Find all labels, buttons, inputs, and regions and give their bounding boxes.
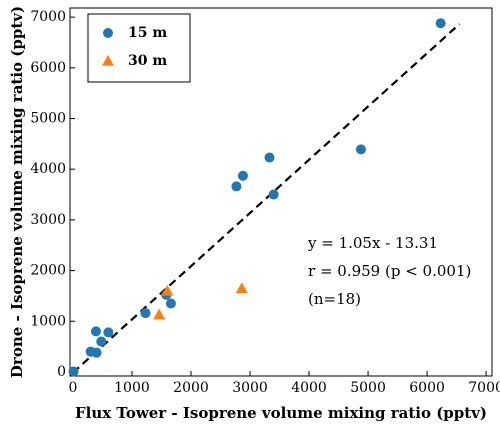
y-tick-label: 1000: [30, 313, 66, 329]
triangle-point: [153, 308, 166, 320]
circle-point: [91, 347, 102, 358]
annotation: y = 1.05x - 13.31: [307, 234, 438, 252]
x-axis-label: Flux Tower - Isoprene volume mixing rati…: [75, 404, 487, 422]
plot-frame: [69, 7, 493, 377]
triangle-point: [161, 284, 174, 296]
y-tick-label: 0: [57, 364, 66, 380]
y-tick-label: 5000: [30, 111, 66, 127]
annotation: r = 0.959 (p < 0.001): [308, 262, 471, 280]
y-axis-label: Drone - Isoprene volume mixing ratio (pp…: [8, 6, 26, 378]
legend-marker: [103, 28, 113, 38]
x-tick-label: 7000: [468, 380, 500, 396]
x-tick-label: 4000: [291, 380, 327, 396]
legend-label: 15 m: [128, 25, 167, 41]
circle-point: [140, 308, 151, 319]
annotation: (n=18): [308, 290, 361, 308]
y-tick-label: 3000: [30, 212, 66, 228]
circle-point: [264, 152, 275, 163]
circle-point: [231, 181, 242, 192]
y-tick-label: 2000: [30, 263, 66, 279]
x-tick-label: 2000: [173, 380, 209, 396]
x-tick-label: 6000: [409, 380, 445, 396]
circle-point: [435, 18, 446, 29]
circle-point: [68, 366, 79, 377]
legend-label: 30 m: [128, 53, 167, 69]
circle-point: [103, 327, 114, 338]
triangle-point: [235, 282, 248, 294]
y-tick-label: 6000: [30, 60, 66, 76]
circle-point: [268, 189, 279, 200]
x-tick-label: 3000: [232, 380, 268, 396]
y-tick-label: 7000: [30, 9, 66, 25]
x-tick-label: 0: [68, 380, 77, 396]
circle-point: [96, 336, 107, 347]
circle-point: [90, 326, 101, 337]
legend-box: [87, 13, 191, 83]
fit-line: [72, 23, 461, 374]
y-tick-label: 4000: [30, 161, 66, 177]
circle-point: [237, 170, 248, 181]
x-tick-label: 1000: [114, 380, 150, 396]
x-tick-label: 5000: [350, 380, 386, 396]
legend-marker: [102, 55, 114, 66]
circle-point: [355, 144, 366, 155]
circle-point: [165, 298, 176, 309]
